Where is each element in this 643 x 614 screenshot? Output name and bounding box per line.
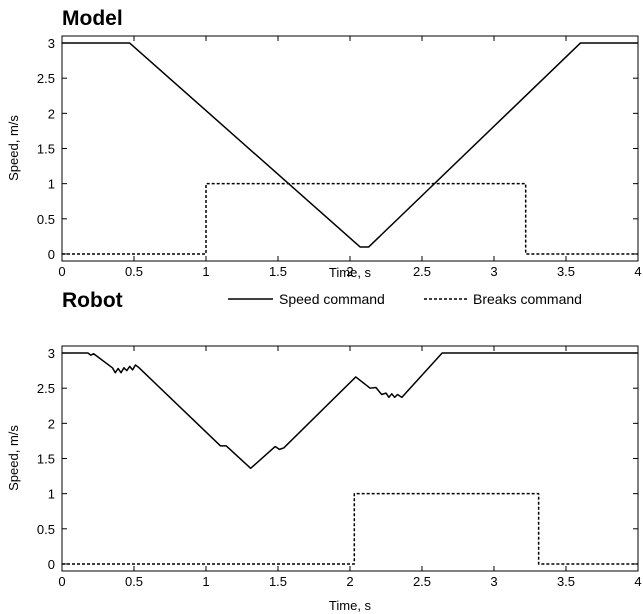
model-x-tick-label: 2.5: [413, 264, 431, 279]
model-x-axis-label: Time, s: [329, 265, 372, 280]
model-x-tick-label: 0.5: [125, 264, 143, 279]
robot-x-tick-label: 2: [346, 574, 353, 589]
robot-y-tick-label: 3: [48, 346, 55, 361]
robot-plot-frame: [61, 345, 639, 572]
robot-x-tick-label: 0: [58, 574, 65, 589]
model-x-tick-label: 0: [58, 264, 65, 279]
robot-y-tick-label: 1.5: [37, 452, 55, 467]
model-x-tick-label: 2: [346, 264, 353, 279]
legend: Speed command Breaks command: [228, 291, 582, 307]
model-y-tick-label: 0: [48, 247, 55, 262]
model-y-tick-label: 1.5: [37, 142, 55, 157]
robot-series: [62, 352, 638, 565]
robot-y-tick-label: 0.5: [37, 522, 55, 537]
model-x-tick-label: 1.5: [269, 264, 287, 279]
model-y-tick-label: 0.5: [37, 212, 55, 227]
legend-label-speed: Speed command: [279, 291, 385, 307]
model-y-tick-label: 2.5: [37, 71, 55, 86]
model-series-breaks-command: [62, 182, 638, 255]
robot-y-tick-label: 0: [48, 557, 55, 572]
model-y-tick-label: 3: [48, 36, 55, 51]
robot-subplot: Robot 0 0.5 1 1.5 2 2.5 3 3.5 4 0 0.5 1 1.5 2 2.5 3 Tim…: [6, 289, 642, 613]
robot-x-tick-label: 2.5: [413, 574, 431, 589]
robot-x-tick-label: 0.5: [125, 574, 143, 589]
model-y-tick-label: 2: [48, 106, 55, 121]
model-y-tick-label: 1: [48, 177, 55, 192]
robot-x-axis-label: Time, s: [329, 598, 372, 613]
legend-label-breaks: Breaks command: [473, 291, 582, 307]
robot-x-tick-label: 4: [634, 574, 641, 589]
robot-x-tick-label: 3.5: [557, 574, 575, 589]
model-y-axis-label: Speed, m/s: [6, 115, 21, 181]
model-x-tick-label: 1: [202, 264, 209, 279]
model-x-tick-label: 3.5: [557, 264, 575, 279]
model-title: Model: [62, 7, 123, 30]
robot-y-tick-label: 2.5: [37, 381, 55, 396]
robot-y-axis-label: Speed, m/s: [6, 425, 21, 491]
model-x-tick-label: 4: [634, 264, 641, 279]
robot-x-tick-label: 3: [490, 574, 497, 589]
robot-x-tick-label: 1.5: [269, 574, 287, 589]
robot-title: Robot: [62, 289, 123, 312]
robot-y-tick-label: 2: [48, 416, 55, 431]
model-subplot: Model 0 0.5 1 1.5 2 2.5 3 3.5 4 0 0.5 1 1.5 2 2.5 3 Tim…: [6, 7, 642, 280]
robot-x-tick-label: 1: [202, 574, 209, 589]
model-x-tick-label: 3: [490, 264, 497, 279]
robot-ticks: 0 0.5 1 1.5 2 2.5 3 3.5 4 0 0.5 1 1.5 2 2.5 3: [37, 346, 642, 589]
model-series: [62, 42, 638, 255]
model-plot-frame: [61, 35, 639, 262]
robot-series-speed-command: [62, 352, 638, 470]
model-ticks: 0 0.5 1 1.5 2 2.5 3 3.5 4 0 0.5 1 1.5 2 2.5 3: [37, 36, 642, 279]
robot-y-tick-label: 1: [48, 487, 55, 502]
model-series-speed-command: [62, 42, 638, 248]
